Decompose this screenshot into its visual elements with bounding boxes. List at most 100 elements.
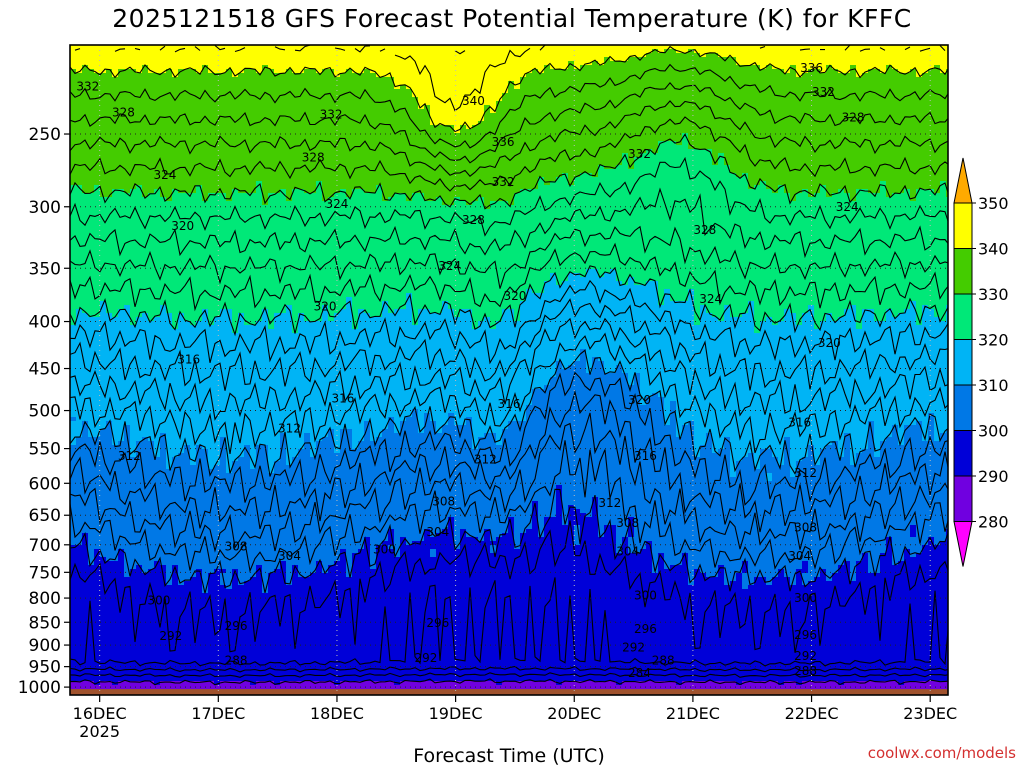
theta-cell bbox=[208, 125, 214, 129]
theta-cell bbox=[214, 425, 220, 429]
theta-cell bbox=[70, 413, 76, 417]
theta-cell bbox=[208, 101, 214, 105]
theta-cell bbox=[220, 101, 226, 105]
theta-cell bbox=[88, 501, 94, 505]
theta-cell bbox=[190, 449, 196, 453]
theta-cell bbox=[124, 157, 130, 161]
theta-cell bbox=[220, 461, 226, 465]
theta-cell bbox=[106, 297, 112, 301]
theta-cell bbox=[238, 593, 244, 597]
theta-cell bbox=[238, 257, 244, 261]
theta-cell bbox=[106, 65, 112, 69]
theta-cell bbox=[208, 589, 214, 593]
theta-cell bbox=[148, 325, 154, 329]
theta-cell bbox=[100, 617, 106, 621]
theta-cell bbox=[190, 649, 196, 653]
theta-cell bbox=[82, 349, 88, 353]
theta-cell bbox=[232, 129, 238, 133]
theta-cell bbox=[166, 157, 172, 161]
theta-cell bbox=[184, 305, 190, 309]
theta-cell bbox=[172, 497, 178, 501]
theta-cell bbox=[100, 317, 106, 321]
theta-cell bbox=[172, 53, 178, 57]
theta-cell bbox=[106, 161, 112, 165]
theta-cell bbox=[142, 357, 148, 361]
theta-cell bbox=[184, 161, 190, 165]
theta-cell bbox=[76, 205, 82, 209]
theta-cell bbox=[112, 273, 118, 277]
theta-cell bbox=[76, 609, 82, 613]
theta-cell bbox=[76, 193, 82, 197]
theta-cell bbox=[136, 345, 142, 349]
theta-cell bbox=[184, 665, 190, 669]
theta-cell bbox=[82, 517, 88, 521]
theta-cell bbox=[106, 633, 112, 637]
theta-cell bbox=[214, 605, 220, 609]
theta-cell bbox=[238, 557, 244, 561]
theta-cell bbox=[172, 105, 178, 109]
theta-cell bbox=[136, 269, 142, 273]
theta-cell bbox=[142, 181, 148, 185]
theta-cell bbox=[88, 173, 94, 177]
theta-cell bbox=[220, 329, 226, 333]
theta-cell bbox=[220, 225, 226, 229]
theta-cell bbox=[190, 105, 196, 109]
theta-cell bbox=[70, 677, 76, 681]
theta-cell bbox=[82, 413, 88, 417]
theta-cell bbox=[112, 197, 118, 201]
theta-cell bbox=[232, 489, 238, 493]
theta-cell bbox=[196, 581, 202, 585]
theta-cell bbox=[88, 309, 94, 313]
theta-cell bbox=[244, 441, 250, 445]
theta-cell bbox=[220, 185, 226, 189]
theta-cell bbox=[88, 497, 94, 501]
theta-cell bbox=[190, 309, 196, 313]
theta-cell bbox=[76, 505, 82, 509]
theta-cell bbox=[244, 153, 250, 157]
theta-cell bbox=[190, 409, 196, 413]
theta-cell bbox=[88, 197, 94, 201]
theta-cell bbox=[142, 653, 148, 657]
theta-cell bbox=[70, 357, 76, 361]
theta-cell bbox=[148, 541, 154, 545]
theta-cell bbox=[226, 285, 232, 289]
theta-cell bbox=[76, 489, 82, 493]
theta-cell bbox=[178, 185, 184, 189]
theta-cell bbox=[184, 197, 190, 201]
theta-cell bbox=[202, 253, 208, 257]
theta-cell bbox=[136, 173, 142, 177]
theta-cell bbox=[250, 249, 256, 253]
theta-cell bbox=[178, 657, 184, 661]
theta-cell bbox=[202, 125, 208, 129]
theta-cell bbox=[226, 257, 232, 261]
theta-cell bbox=[244, 437, 250, 441]
theta-cell bbox=[112, 245, 118, 249]
theta-cell bbox=[178, 241, 184, 245]
theta-cell bbox=[142, 553, 148, 557]
theta-cell bbox=[76, 233, 82, 237]
theta-cell bbox=[100, 277, 106, 281]
theta-cell bbox=[172, 485, 178, 489]
theta-cell bbox=[88, 597, 94, 601]
theta-cell bbox=[190, 509, 196, 513]
theta-cell bbox=[82, 681, 88, 685]
theta-cell bbox=[202, 637, 208, 641]
theta-cell bbox=[208, 685, 214, 689]
theta-cell bbox=[70, 649, 76, 653]
theta-cell bbox=[124, 269, 130, 273]
theta-cell bbox=[196, 421, 202, 425]
theta-cell bbox=[106, 77, 112, 81]
theta-cell bbox=[178, 97, 184, 101]
theta-cell bbox=[166, 569, 172, 573]
theta-cell bbox=[142, 581, 148, 585]
theta-cell bbox=[76, 169, 82, 173]
theta-cell bbox=[100, 209, 106, 213]
theta-cell bbox=[178, 201, 184, 205]
theta-cell bbox=[88, 185, 94, 189]
theta-cell bbox=[208, 109, 214, 113]
theta-cell bbox=[238, 497, 244, 501]
theta-cell bbox=[106, 325, 112, 329]
theta-cell bbox=[166, 537, 172, 541]
theta-cell bbox=[202, 325, 208, 329]
theta-cell bbox=[100, 245, 106, 249]
